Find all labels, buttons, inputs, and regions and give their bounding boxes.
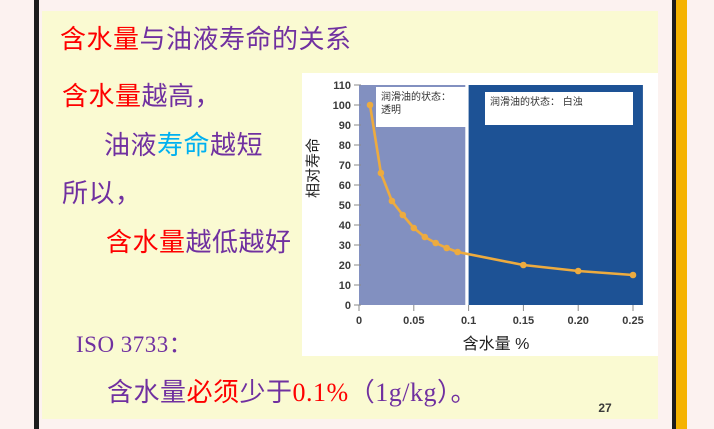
water-content-life-chart: 0 10 20 30 40 50 60 70 80 90 100 110 0 0.05 0.1 0.15 0.2… xyxy=(304,80,644,353)
region-label-box xyxy=(376,87,468,127)
x-tick-label: 0.20 xyxy=(567,315,588,327)
data-point xyxy=(377,169,385,177)
x-tick-label: 0 xyxy=(356,315,362,327)
body-line-2: 油液寿命越短 xyxy=(104,130,263,162)
y-tick-label: 0 xyxy=(345,300,351,312)
y-tick-label: 20 xyxy=(339,260,351,272)
page-number: 27 xyxy=(598,401,612,415)
text-segment: 越短 xyxy=(210,131,264,160)
y-tick-label: 100 xyxy=(333,100,351,112)
text-segment: 含水量 xyxy=(60,25,140,54)
text-segment: 含水量 xyxy=(107,378,187,407)
y-tick-label: 30 xyxy=(339,240,351,252)
iso-line: ISO 3733： xyxy=(76,331,192,359)
region-label-text: 透明 xyxy=(381,104,401,116)
text-segment: 寿命 xyxy=(157,131,211,160)
slide-title: 含水量与油液寿命的关系 xyxy=(60,24,352,56)
conclusion-line: 含水量必须少于0.1%（1g/kg）。 xyxy=(107,377,477,409)
body-line-3: 所以， xyxy=(62,178,142,210)
text-segment: 少于 xyxy=(239,378,293,407)
data-point xyxy=(399,211,407,219)
right-frame-line xyxy=(672,0,676,429)
y-tick-label: 110 xyxy=(333,80,351,92)
life-curve xyxy=(368,104,634,277)
region-label-text: 润滑油的状态： 白浊 xyxy=(490,95,583,108)
text-segment: 含水量 xyxy=(62,82,142,111)
data-point xyxy=(443,244,450,252)
y-tick-label: 70 xyxy=(339,160,351,172)
text-segment: 油液 xyxy=(104,131,158,160)
data-point xyxy=(432,239,439,247)
x-axis-title: 含水量 % xyxy=(463,335,530,353)
text-segment: 必须 xyxy=(186,378,240,407)
gold-accent-bar xyxy=(676,0,687,429)
x-tick-label: 0.15 xyxy=(513,315,534,327)
text-segment: 与油液寿命的关系 xyxy=(139,25,352,54)
text-segment: 含水量 xyxy=(106,228,186,257)
y-axis-title: 相对寿命 xyxy=(304,138,322,198)
text-segment: 所以， xyxy=(62,179,142,208)
body-line-1: 含水量越高， xyxy=(62,81,221,113)
text-segment: 越低越好 xyxy=(185,228,292,257)
text-segment: ISO 3733： xyxy=(76,332,193,357)
data-point xyxy=(454,248,461,256)
y-tick-label: 40 xyxy=(339,220,351,232)
y-tick-label: 10 xyxy=(339,280,351,292)
y-tick-label: 90 xyxy=(339,120,351,132)
x-tick-label: 0.1 xyxy=(461,315,476,327)
data-point xyxy=(388,197,396,205)
y-tick-label: 80 xyxy=(339,140,351,152)
data-point xyxy=(574,267,582,275)
text-segment: 越高， xyxy=(141,82,222,111)
data-point xyxy=(629,271,637,279)
text-segment: （1g/kg）。 xyxy=(348,378,477,407)
region-label-text: 润滑油的状态： xyxy=(381,90,451,103)
data-point xyxy=(421,233,429,241)
y-tick-label: 60 xyxy=(339,180,351,192)
x-tick-label: 0.05 xyxy=(403,315,424,327)
y-tick-label: 50 xyxy=(339,200,351,212)
slide: 含水量与油液寿命的关系 含水量越高， 油液寿命越短 所以， 含水量越低越好 IS… xyxy=(42,11,658,419)
text-segment: 0.1% xyxy=(292,378,349,407)
x-tick-label: 0.25 xyxy=(622,315,643,327)
chart-panel: 0 10 20 30 40 50 60 70 80 90 100 110 0 0.05 0.1 0.15 0.2… xyxy=(302,73,658,356)
data-point xyxy=(366,101,374,109)
left-frame-line xyxy=(34,0,39,429)
data-point xyxy=(520,261,527,269)
data-point xyxy=(410,224,418,232)
body-line-4: 含水量越低越好 xyxy=(106,227,292,259)
region-label-box xyxy=(485,92,633,125)
